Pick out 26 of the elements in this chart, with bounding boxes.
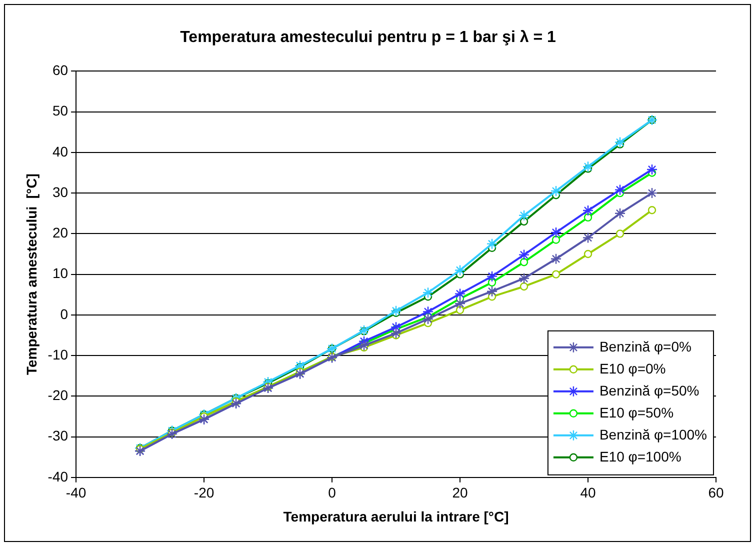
y-tick-label: 40 (52, 143, 68, 160)
y-tick-label: 30 (52, 184, 68, 200)
legend-label: E10 φ=0% (599, 360, 666, 376)
legend-label: E10 φ=50% (599, 404, 674, 420)
y-tick-label: 60 (52, 62, 68, 78)
x-tick-label: -20 (194, 484, 214, 501)
legend-label: Benzină φ=50% (599, 382, 700, 398)
y-tick-label: 10 (52, 265, 68, 282)
x-tick-label: -40 (66, 484, 86, 501)
x-tick-label: 40 (580, 484, 596, 501)
y-tick-label: -30 (48, 428, 68, 444)
y-tick-label: 20 (52, 224, 68, 241)
legend-label: E10 φ=100% (599, 448, 682, 464)
x-tick-label: 60 (708, 484, 724, 501)
y-tick-label: -20 (48, 387, 68, 404)
x-tick-label: 0 (328, 484, 336, 501)
y-tick-label: -10 (48, 346, 68, 362)
y-tick-label: -40 (48, 468, 68, 484)
legend-label: Benzină φ=100% (599, 426, 708, 442)
y-tick-label: 50 (52, 102, 68, 119)
y-tick-label: 0 (60, 306, 68, 322)
x-tick-label: 20 (452, 484, 468, 501)
chart-title: Temperatura amestecului pentru p = 1 bar şi λ = 1 (180, 29, 556, 46)
x-axis-title: Temperatura aerului la intrare [°C] (283, 508, 509, 524)
y-axis-title: Temperatura amestecului [°C] (23, 174, 40, 376)
legend-label: Benzină φ=0% (599, 338, 692, 354)
